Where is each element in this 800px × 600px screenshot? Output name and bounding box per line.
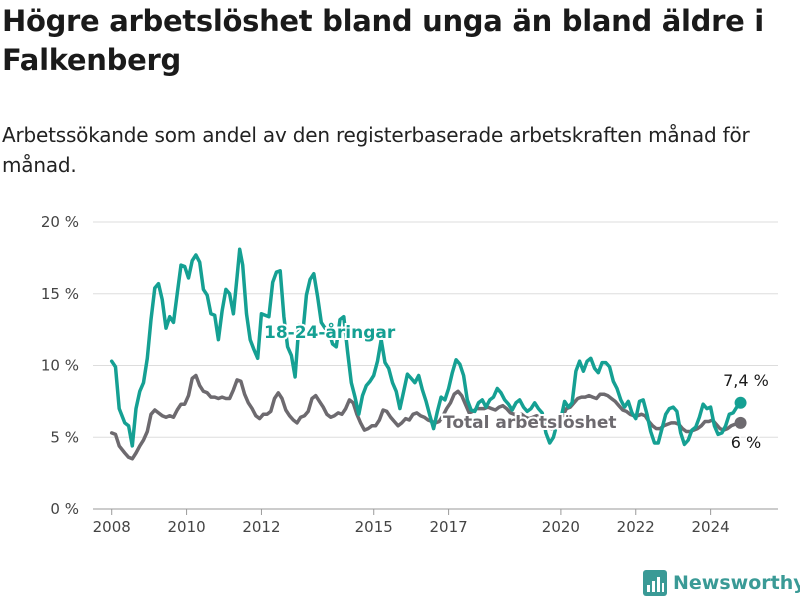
brand-name: Newsworthy: [673, 572, 800, 594]
y-tick-label: 20 %: [41, 213, 79, 231]
x-axis: 2008 2010 2012 2015 2017 2020 2022 2024: [93, 509, 730, 536]
x-tick-label: 2015: [355, 518, 393, 536]
end-value-youth: 7,4 %: [723, 371, 769, 390]
x-tick-label: 2022: [617, 518, 655, 536]
y-tick-label: 0 %: [50, 500, 79, 518]
end-point-total: [734, 416, 747, 429]
y-tick-label: 10 %: [41, 357, 79, 375]
end-value-total: 6 %: [731, 433, 761, 452]
x-tick-label: 2012: [242, 518, 280, 536]
x-tick-label: 2010: [167, 518, 205, 536]
y-axis: 0 % 5 % 10 % 15 % 20 %: [41, 213, 79, 518]
x-tick-label: 2008: [93, 518, 131, 536]
series-label-youth: 18-24-åringar: [264, 321, 396, 343]
y-tick-label: 5 %: [50, 428, 79, 446]
newsworthy-logo: Newsworthy: [643, 568, 800, 598]
x-tick-label: 2017: [430, 518, 468, 536]
chart-subtitle: Arbetssökande som andel av den registerb…: [2, 123, 750, 177]
y-tick-label: 15 %: [41, 285, 79, 303]
series-line-youth: [109, 247, 743, 448]
x-tick-label: 2020: [542, 518, 580, 536]
series-lines: [109, 247, 747, 461]
bar-chart-icon: [643, 570, 667, 596]
gridlines: [93, 221, 778, 510]
chart-title: Högre arbetslöshet bland unga än bland ä…: [2, 4, 764, 77]
end-point-youth: [734, 396, 747, 409]
x-tick-label: 2024: [692, 518, 730, 536]
series-labels: 18-24-åringar Total arbetslöshet 7,4 % 6 %: [262, 319, 770, 454]
series-label-total: Total arbetslöshet: [443, 413, 617, 433]
